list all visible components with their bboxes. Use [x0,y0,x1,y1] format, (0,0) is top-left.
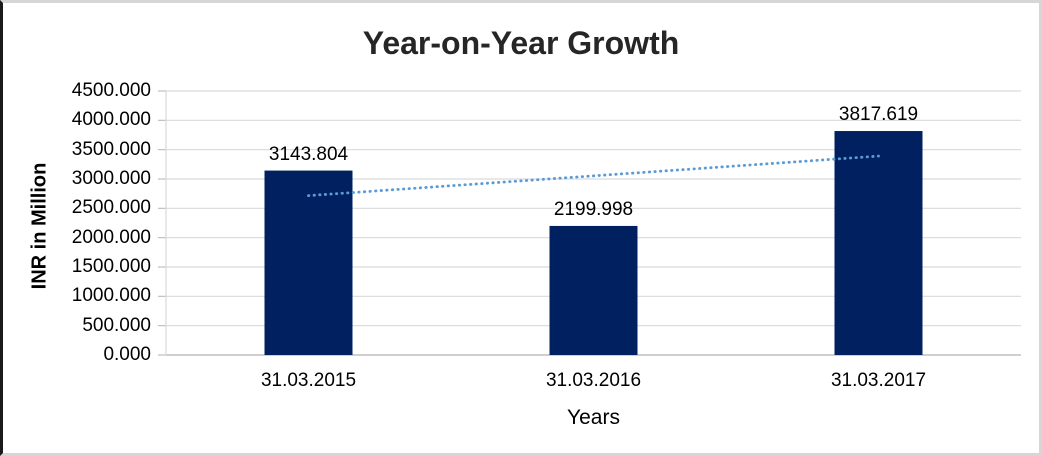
bar-value-label: 2199.998 [553,198,634,220]
y-tick-label: 0.000 [103,344,151,365]
y-tick-label: 3500.000 [71,138,151,160]
y-tick-label: 2000.000 [71,226,151,248]
bar-31.03.2015 [264,170,353,355]
chart-title: Year-on-Year Growth [362,25,680,61]
bar-value-label: 3817.619 [838,104,919,126]
plot-area [158,90,1021,356]
x-axis-title: Years [567,406,620,429]
bar-31.03.2016 [549,225,638,355]
bar-31.03.2017 [834,131,923,355]
x-category-label: 31.03.2016 [545,370,642,391]
y-tick-label: 500.000 [82,314,151,336]
x-category-label: 31.03.2017 [830,370,927,391]
y-tick-label: 1500.000 [71,256,151,277]
y-tick-label: 4000.000 [71,109,151,131]
y-tick-label: 4500.000 [71,80,151,101]
trendline-dotted [307,154,880,198]
y-tick-label: 1000.000 [71,285,151,307]
y-tick-label: 2500.000 [71,197,151,219]
x-category-label: 31.03.2015 [260,370,357,391]
y-tick-label: 3000.000 [71,168,151,189]
bar-value-label: 3143.804 [268,143,349,165]
